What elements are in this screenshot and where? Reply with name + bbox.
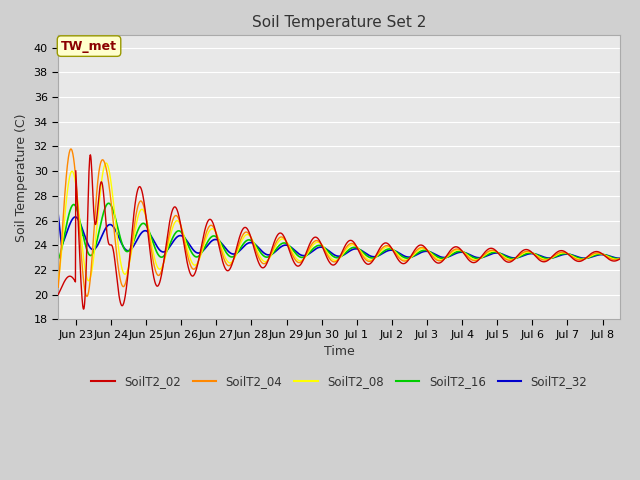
SoilT2_32: [472, 254, 479, 260]
SoilT2_16: [143, 223, 150, 229]
SoilT2_32: [324, 248, 332, 253]
Text: TW_met: TW_met: [61, 39, 117, 53]
SoilT2_32: [616, 255, 624, 261]
SoilT2_02: [79, 306, 87, 312]
SoilT2_04: [143, 218, 150, 224]
SoilT2_08: [472, 257, 480, 263]
SoilT2_16: [314, 242, 322, 248]
SoilT2_32: [142, 228, 150, 234]
SoilT2_02: [54, 292, 62, 298]
SoilT2_08: [143, 216, 150, 222]
SoilT2_08: [325, 252, 333, 258]
SoilT2_32: [609, 254, 617, 260]
SoilT2_16: [105, 200, 113, 206]
SoilT2_16: [54, 257, 62, 263]
SoilT2_02: [610, 258, 618, 264]
SoilT2_08: [102, 160, 110, 166]
SoilT2_02: [143, 221, 150, 227]
SoilT2_02: [472, 259, 480, 264]
SoilT2_32: [314, 245, 322, 251]
SoilT2_04: [472, 258, 480, 264]
Legend: SoilT2_02, SoilT2_04, SoilT2_08, SoilT2_16, SoilT2_32: SoilT2_02, SoilT2_04, SoilT2_08, SoilT2_…: [86, 371, 592, 393]
SoilT2_08: [314, 240, 322, 245]
SoilT2_08: [609, 256, 617, 262]
SoilT2_16: [554, 252, 562, 258]
SoilT2_04: [325, 255, 333, 261]
SoilT2_16: [325, 249, 333, 255]
SoilT2_16: [616, 256, 624, 262]
Line: SoilT2_32: SoilT2_32: [58, 215, 620, 258]
SoilT2_16: [472, 255, 480, 261]
SoilT2_04: [54, 284, 62, 290]
SoilT2_04: [610, 257, 618, 263]
SoilT2_02: [86, 152, 94, 158]
SoilT2_08: [616, 256, 624, 262]
SoilT2_04: [83, 293, 91, 299]
SoilT2_16: [609, 255, 617, 261]
SoilT2_02: [555, 248, 563, 254]
X-axis label: Time: Time: [324, 346, 355, 359]
Line: SoilT2_16: SoilT2_16: [58, 203, 620, 260]
SoilT2_08: [54, 278, 62, 284]
SoilT2_32: [54, 212, 62, 217]
Title: Soil Temperature Set 2: Soil Temperature Set 2: [252, 15, 426, 30]
SoilT2_02: [325, 259, 333, 264]
SoilT2_04: [555, 250, 563, 256]
SoilT2_02: [616, 256, 624, 262]
Line: SoilT2_08: SoilT2_08: [58, 163, 620, 281]
SoilT2_32: [616, 255, 623, 261]
SoilT2_02: [315, 236, 323, 242]
SoilT2_32: [554, 253, 562, 259]
SoilT2_04: [616, 256, 624, 262]
SoilT2_04: [315, 239, 323, 244]
Line: SoilT2_02: SoilT2_02: [58, 155, 620, 309]
SoilT2_04: [67, 146, 75, 152]
Line: SoilT2_04: SoilT2_04: [58, 149, 620, 296]
Y-axis label: Soil Temperature (C): Soil Temperature (C): [15, 113, 28, 241]
SoilT2_08: [554, 252, 562, 257]
